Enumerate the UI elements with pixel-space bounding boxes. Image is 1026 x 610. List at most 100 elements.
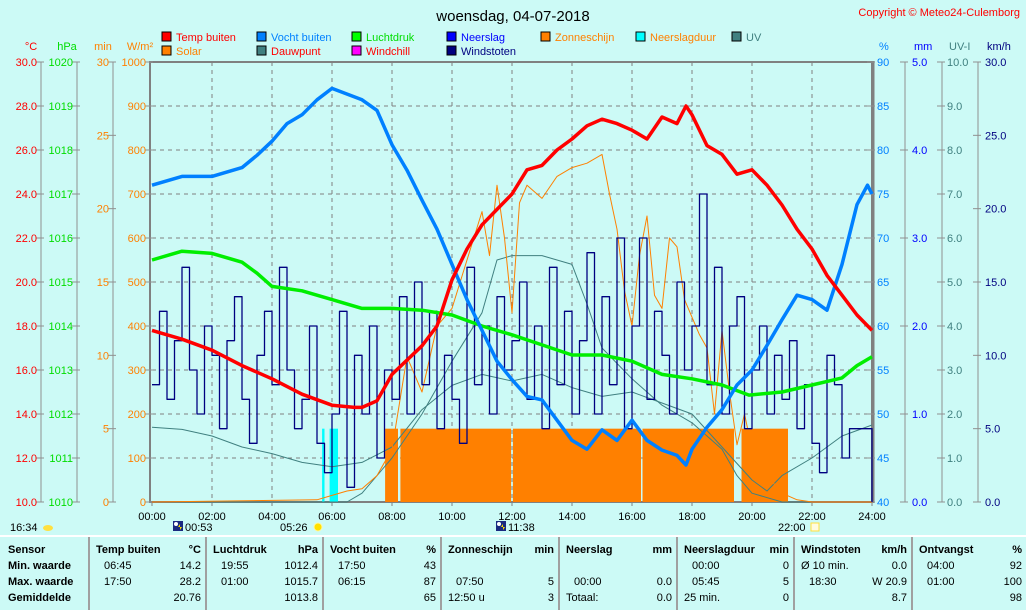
table-column-neerslagduur: Neerslagduur min 00:00 0 05:45 5 25 min. 0 [676, 537, 795, 610]
y-tick-label-min: 30 [97, 57, 109, 69]
cell-value: 92 [1009, 560, 1022, 572]
bar-neerslagduur [329, 428, 338, 502]
column-title: Temp buiten [96, 544, 161, 556]
y-tick-label-wm2: 0 [140, 497, 146, 509]
y-tick-label-min: 10 [97, 350, 109, 362]
legend-label: UV [746, 32, 762, 44]
y-tick-label-pct: 40 [877, 497, 889, 509]
sunrise-icon [313, 522, 323, 532]
x-tick-label: 24:00 [858, 511, 886, 523]
legend-label: Neerslag [461, 32, 505, 44]
cell-time: 17:50 [104, 576, 132, 588]
y-tick-label-pct: 55 [877, 365, 889, 377]
series [151, 86, 874, 503]
y-tick-label-kmh: 15.0 [985, 277, 1006, 289]
x-tick-label: 00:00 [138, 511, 166, 523]
y-tick-label-hpa: 1011 [49, 453, 73, 465]
cell-value: 0.0 [656, 576, 672, 588]
y-tick-label-kmh: 25.0 [985, 130, 1006, 142]
weather-chart: woensdag, 04-07-2018 Copyright © Meteo24… [10, 7, 1020, 534]
legend-label: Solar [176, 46, 202, 58]
statistics-table: Sensor Min. waarde Max. waarde Gemiddelde Te… [0, 535, 1026, 610]
bar-zonneschijn [385, 428, 398, 502]
axis-unit-pct: % [879, 41, 889, 53]
row-label: Gemiddelde [8, 592, 71, 604]
astro-events: 16:34 00:53 05:26 11:38 22:00 [10, 521, 820, 534]
table-column-temp-buiten: Temp buiten °C 06:45 14.2 17:50 28.2 20.76 [88, 537, 207, 610]
moon-bg [496, 521, 506, 531]
y-tick-label-pct: 70 [877, 233, 889, 245]
cell-time: 01:00 [221, 576, 249, 588]
y-tick-label-wm2: 600 [128, 233, 146, 245]
y-tick-label-kmh: 10.0 [985, 350, 1006, 362]
y-tick-label-mm: 2.0 [912, 321, 927, 333]
y-tick-label-hpa: 1012 [49, 409, 73, 421]
y-tick-label-uv: 0.0 [947, 497, 962, 509]
legend-label: Windchill [366, 46, 410, 58]
y-tick-label-mm: 0.0 [912, 497, 927, 509]
y-tick-label-uv: 4.0 [947, 321, 962, 333]
series-temp-buiten [151, 104, 874, 410]
y-tick-label-hpa: 1020 [49, 57, 73, 69]
y-tick-label-wm2: 900 [128, 101, 146, 113]
y-tick-label-hpa: 1015 [49, 277, 73, 289]
series-luchtdruk [151, 249, 873, 397]
sun-shape [313, 522, 323, 532]
y-tick-label-wm2: 100 [128, 453, 146, 465]
table-column-ontvangst: Ontvangst% 04:00 92 01:00 100 98 [911, 537, 1026, 610]
y-tick-label-uv: 6.0 [947, 233, 962, 245]
table-column-zonneschijn: Zonneschijn min 07:50 5 12:50 u 3 [440, 537, 560, 610]
x-tick-label: 18:00 [678, 511, 706, 523]
moonrise-icon [173, 521, 183, 531]
y-tick-label-uv: 8.0 [947, 145, 962, 157]
y-tick-label-uv: 9.0 [947, 101, 962, 113]
y-tick-label-pct: 50 [877, 409, 889, 421]
column-unit: mm [652, 544, 672, 556]
sensor-header: Sensor [8, 544, 46, 556]
cell-time: 01:00 [927, 576, 955, 588]
cell-value: 5 [782, 576, 789, 588]
axis-unit-temp: °C [25, 41, 37, 53]
y-tick-label-uv: 3.0 [947, 365, 962, 377]
y-tick-label-pct: 85 [877, 101, 889, 113]
y-tick-label-kmh: 30.0 [985, 57, 1006, 69]
cell-time: 00:00 [692, 560, 720, 572]
y-tick-label-temp: 10.0 [16, 497, 37, 509]
cell-value: 98 [1009, 592, 1022, 604]
arrow-shape [501, 524, 505, 530]
legend-label: Zonneschijn [555, 32, 614, 44]
legend-swatch-luchtdruk [351, 31, 362, 42]
y-tick-label-temp: 20.0 [16, 277, 37, 289]
cell-time: 25 min. [684, 592, 721, 604]
cell-time: 05:45 [692, 576, 720, 588]
x-tick-label: 02:00 [198, 511, 226, 523]
bar-zonneschijn [741, 428, 788, 502]
cell-value: 0 [782, 560, 789, 572]
column-unit: min [534, 544, 554, 556]
series-windstoten [152, 193, 873, 502]
column-unit: km/h [881, 544, 907, 556]
cell-value: 65 [423, 592, 436, 604]
y-tick-label-hpa: 1018 [49, 145, 73, 157]
y-tick-label-mm: 5.0 [912, 57, 927, 69]
y-tick-label-min: 15 [97, 277, 109, 289]
cell-time: 19:55 [221, 560, 249, 572]
y-tick-label-hpa: 1019 [49, 101, 73, 113]
cell-time: 07:50 [456, 576, 484, 588]
x-tick-label: 08:00 [378, 511, 406, 523]
cell-value: 0 [782, 592, 789, 604]
cell-value: W 20.9 [872, 576, 907, 588]
y-tick-label-kmh: 0.0 [985, 497, 1000, 509]
axes: 00:00 02:00 04:00 06:00 08:00 10:00 12:00 14:00… [16, 41, 1011, 523]
y-tick-label-pct: 65 [877, 277, 889, 289]
x-tick-label: 12:00 [498, 511, 526, 523]
y-tick-label-wm2: 400 [128, 321, 146, 333]
x-tick-label: 20:00 [738, 511, 766, 523]
sun-shape [810, 522, 820, 532]
y-tick-label-min: 5 [103, 424, 109, 436]
y-tick-label-mm: 1.0 [912, 409, 927, 421]
axis-unit-mm: mm [914, 41, 932, 53]
column-unit: % [1012, 544, 1022, 556]
copyright: Copyright © Meteo24-Culemborg [858, 7, 1020, 19]
legend-swatch-temp-buiten [161, 31, 172, 42]
